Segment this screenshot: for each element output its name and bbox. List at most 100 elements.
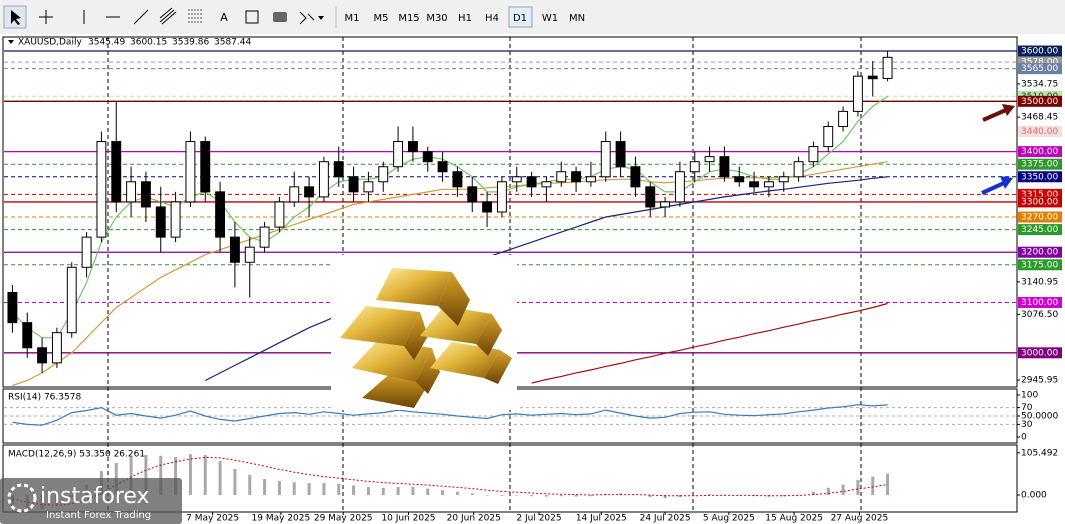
candle-body — [630, 166, 641, 188]
indicator-line — [12, 456, 888, 506]
candle-body — [185, 141, 196, 203]
macd-bar — [485, 495, 489, 496]
level-label-bg — [1018, 171, 1062, 183]
level-label-bg — [1018, 196, 1062, 208]
y-tick-label: 2945.95 — [1021, 375, 1058, 385]
level-label: 3578.00 — [1021, 58, 1058, 68]
timeframe-button[interactable]: H4 — [485, 13, 499, 24]
macd-bar — [648, 495, 652, 497]
level-label: 3440.00 — [1021, 127, 1058, 137]
macd-bar — [441, 490, 445, 495]
candle-body — [571, 171, 582, 183]
rsi-title: RSI(14) 76.3578 — [8, 393, 81, 403]
candle-body — [155, 206, 166, 238]
header-arrow[interactable] — [8, 40, 14, 44]
timeframe-button[interactable]: D1 — [513, 13, 527, 24]
candle-body — [111, 141, 122, 203]
timeframe-button[interactable]: M15 — [398, 13, 419, 24]
level-label: 3200.00 — [1021, 248, 1058, 258]
y-tick-label: 100 — [1021, 391, 1038, 401]
candle-body — [244, 246, 255, 263]
candle-body — [778, 176, 789, 183]
x-tick-label: 29 May 2025 — [314, 514, 373, 524]
timeframe-button[interactable]: M5 — [374, 13, 389, 24]
timeframe-button[interactable]: H1 — [458, 13, 472, 24]
arrow-shaft — [982, 108, 1007, 122]
watermark-name: instaforex — [40, 484, 150, 509]
candle-body — [674, 171, 685, 203]
candle-body — [170, 201, 181, 238]
macd-bar — [811, 491, 815, 495]
level-label: 3270.00 — [1021, 213, 1058, 223]
arrows-tool[interactable] — [299, 11, 315, 25]
timeframe-button[interactable]: M1 — [345, 13, 360, 24]
candle-body — [615, 141, 626, 168]
candle-body — [289, 186, 300, 203]
level-label: 3350.00 — [1021, 172, 1058, 182]
channel-tool[interactable] — [159, 7, 177, 25]
level-label: 3600.00 — [1021, 47, 1058, 57]
macd-bar — [856, 479, 860, 495]
candle-body — [304, 186, 315, 198]
level-label: 3315.00 — [1021, 190, 1058, 200]
candle-body — [363, 181, 374, 193]
candle-body — [719, 156, 730, 178]
label-tool[interactable] — [245, 10, 259, 24]
macd-bar — [722, 494, 726, 496]
level-label-bg — [1018, 158, 1062, 170]
macd-bar — [174, 457, 178, 495]
candle-body — [37, 347, 48, 364]
macd-bar — [233, 469, 237, 495]
trendline-tool[interactable] — [133, 9, 149, 25]
candle-body — [22, 322, 33, 349]
level-label: 3175.00 — [1021, 260, 1058, 270]
macd-bar — [337, 483, 341, 495]
level-label-bg — [1018, 188, 1062, 200]
level-label-bg — [1018, 259, 1062, 271]
candle-body — [882, 56, 893, 79]
candle-body — [482, 201, 493, 213]
macd-bar — [352, 485, 356, 495]
arrow-shaft — [981, 181, 1005, 195]
timeframe-button[interactable]: W1 — [542, 13, 558, 24]
candle-body — [452, 171, 463, 188]
candle-body — [541, 181, 552, 188]
x-tick-label: 20 Jun 2025 — [447, 514, 501, 524]
candle-body — [66, 266, 77, 334]
timeframe-button[interactable]: MN — [569, 13, 585, 24]
candle-body — [838, 110, 849, 127]
macd-bar — [381, 487, 385, 495]
indicator-line — [11, 95, 888, 339]
fibo-tool[interactable] — [188, 9, 202, 23]
y-tick-label: 30 — [1021, 420, 1033, 430]
x-tick-label: 19 May 2025 — [252, 514, 311, 524]
text-tool[interactable]: A — [220, 11, 228, 24]
selected-timeframe — [508, 6, 533, 28]
x-tick-label: 27 Aug 2025 — [831, 514, 889, 524]
level-label: 3375.00 — [1021, 160, 1058, 170]
candle-body — [808, 146, 819, 163]
macd-bar — [366, 487, 370, 495]
candle-body — [689, 161, 700, 173]
macd-title: MACD(12,26,9) 53.350 26.261 — [8, 450, 145, 460]
y-tick-label: 3140.95 — [1021, 277, 1058, 287]
candle-body — [229, 236, 240, 263]
low-value: 3539.86 — [172, 38, 209, 48]
indicator-line — [12, 404, 888, 426]
level-label: 3100.00 — [1021, 298, 1058, 308]
x-tick-label: 7 May 2025 — [186, 514, 239, 524]
chart-title: XAUUSD,Daily — [18, 38, 82, 48]
candle-body — [823, 125, 834, 148]
candle-body — [467, 186, 478, 203]
timeframe-button[interactable]: M30 — [426, 13, 447, 24]
indicator-line — [205, 176, 888, 382]
candle-body — [51, 332, 62, 364]
level-label: 3565.00 — [1021, 64, 1058, 74]
shapes-tool[interactable] — [273, 12, 287, 22]
candle-body — [556, 171, 567, 183]
macd-bar — [159, 455, 163, 495]
dropdown[interactable] — [318, 16, 324, 20]
level-label-bg — [1018, 297, 1062, 309]
x-tick-label: 5 Aug 2025 — [703, 514, 755, 524]
crosshair-tool[interactable] — [39, 10, 53, 24]
